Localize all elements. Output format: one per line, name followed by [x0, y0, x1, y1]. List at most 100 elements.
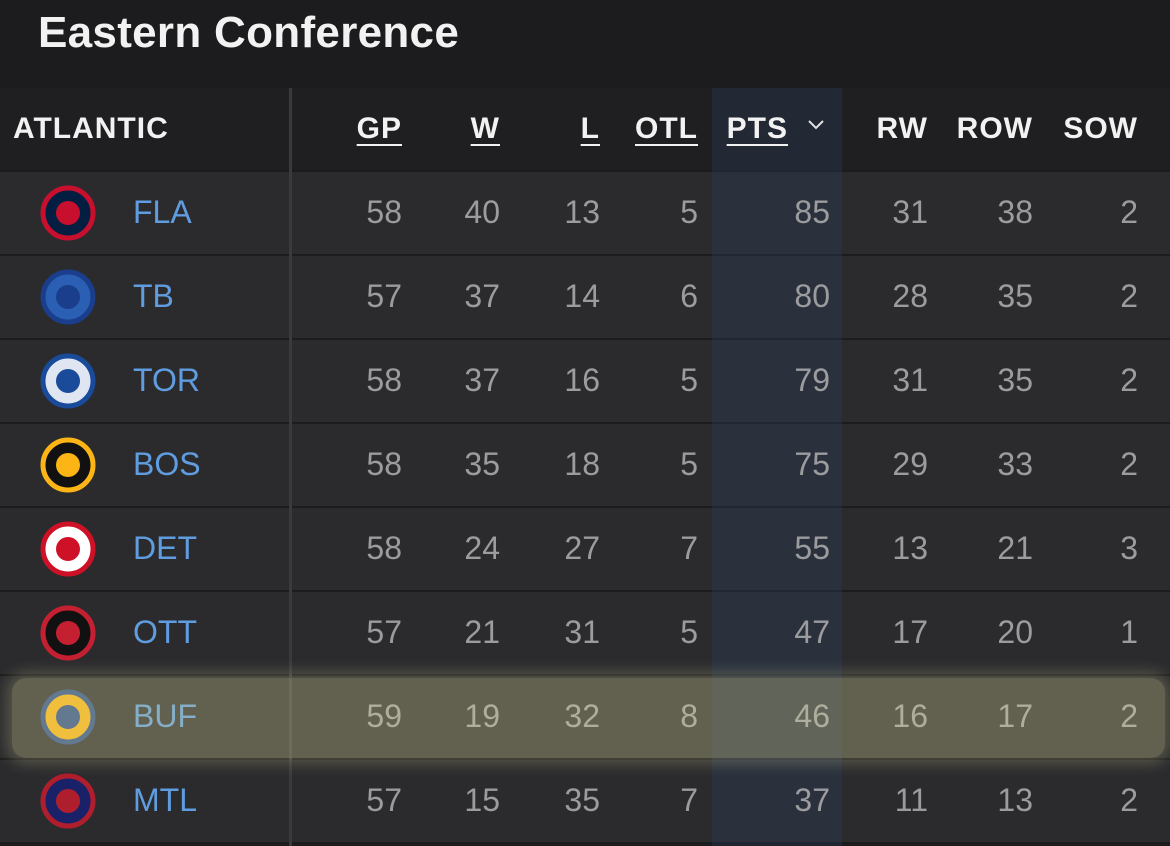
stat-value: 58: [366, 446, 402, 482]
team-name[interactable]: OTT: [133, 614, 197, 650]
sort-chevron: [806, 118, 826, 132]
logo-icon: [40, 185, 96, 241]
stat-value: 20: [997, 614, 1033, 650]
stat-value: 16: [892, 698, 928, 734]
row-highlight: [12, 678, 1165, 758]
team-name[interactable]: BUF: [133, 698, 197, 734]
stat-value: 79: [794, 362, 830, 398]
stat-value: 28: [892, 278, 928, 314]
stat-value: 57: [366, 782, 402, 818]
stat-value: 31: [892, 362, 928, 398]
logo-icon: [40, 269, 96, 325]
team-name[interactable]: BOS: [133, 446, 201, 482]
logo-icon: [40, 521, 96, 577]
stat-value: 85: [794, 194, 830, 230]
row-bg: [0, 676, 1170, 758]
stat-value: 2: [1120, 194, 1138, 230]
stat-value: 19: [464, 698, 500, 734]
stat-value: 21: [997, 530, 1033, 566]
team-logo: [40, 689, 96, 745]
stat-value: 27: [564, 530, 600, 566]
logo-icon: [40, 773, 96, 829]
page-title: Eastern Conference: [38, 8, 460, 57]
stat-value: 2: [1120, 782, 1138, 818]
stat-value: 5: [680, 194, 698, 230]
stat-value: 13: [997, 782, 1033, 818]
stat-value: 40: [464, 194, 500, 230]
stat-value: 33: [997, 446, 1033, 482]
stat-value: 57: [366, 614, 402, 650]
stat-value: 2: [1120, 446, 1138, 482]
stat-value: 7: [680, 530, 698, 566]
stat-value: 21: [464, 614, 500, 650]
team-name[interactable]: TB: [133, 278, 174, 314]
stat-value: 31: [892, 194, 928, 230]
stat-value: 58: [366, 194, 402, 230]
column-header: RW: [876, 112, 928, 145]
team-logo: [40, 185, 96, 241]
stat-value: 14: [564, 278, 600, 314]
team-logo: [40, 437, 96, 493]
chevron-icon: [808, 120, 824, 130]
stat-value: 13: [892, 530, 928, 566]
logo-icon: [40, 437, 96, 493]
stat-value: 57: [366, 278, 402, 314]
stat-value: 31: [564, 614, 600, 650]
row-bg: [0, 592, 1170, 674]
stat-value: 7: [680, 782, 698, 818]
team-logo: [40, 269, 96, 325]
stat-value: 29: [892, 446, 928, 482]
team-logo: [40, 773, 96, 829]
row-bg: [0, 424, 1170, 506]
team-name[interactable]: FLA: [133, 194, 192, 230]
stat-value: 11: [894, 782, 928, 818]
column-header[interactable]: L: [580, 112, 600, 145]
stat-value: 8: [680, 698, 698, 734]
stat-value: 59: [366, 698, 402, 734]
stat-value: 37: [464, 278, 500, 314]
stat-value: 35: [464, 446, 500, 482]
row-bg: [0, 340, 1170, 422]
sorted-column-bg: [712, 88, 842, 846]
stat-value: 3: [1120, 530, 1138, 566]
column-header[interactable]: GP: [356, 112, 402, 145]
stat-value: 46: [794, 698, 830, 734]
stat-value: 1: [1120, 614, 1138, 650]
stat-value: 16: [564, 362, 600, 398]
row-bg: [0, 172, 1170, 254]
team-name[interactable]: MTL: [133, 782, 197, 818]
stat-value: 13: [564, 194, 600, 230]
logo-icon: [40, 605, 96, 661]
column-header[interactable]: OTL: [635, 112, 698, 145]
stat-value: 24: [464, 530, 500, 566]
stat-value: 37: [794, 782, 830, 818]
team-logo: [40, 353, 96, 409]
stat-value: 38: [997, 194, 1033, 230]
stat-value: 5: [680, 446, 698, 482]
stat-value: 2: [1120, 698, 1138, 734]
stat-value: 5: [680, 362, 698, 398]
stat-value: 37: [464, 362, 500, 398]
column-header[interactable]: W: [470, 112, 500, 145]
stat-value: 35: [564, 782, 600, 818]
stat-value: 35: [997, 362, 1033, 398]
stat-value: 15: [464, 782, 500, 818]
stat-value: 6: [680, 278, 698, 314]
stat-value: 18: [564, 446, 600, 482]
team-name[interactable]: DET: [133, 530, 197, 566]
stat-value: 17: [892, 614, 928, 650]
team-logo: [40, 605, 96, 661]
stat-value: 75: [794, 446, 830, 482]
stat-value: 35: [997, 278, 1033, 314]
stat-value: 55: [794, 530, 830, 566]
stat-value: 2: [1120, 278, 1138, 314]
row-bg: [0, 256, 1170, 338]
team-name[interactable]: TOR: [133, 362, 200, 398]
column-header[interactable]: PTS: [726, 112, 788, 145]
column-divider: [289, 88, 292, 846]
stat-value: 58: [366, 362, 402, 398]
row-bg: [0, 760, 1170, 842]
logo-icon: [40, 689, 96, 745]
division-header: ATLANTIC: [13, 112, 169, 145]
